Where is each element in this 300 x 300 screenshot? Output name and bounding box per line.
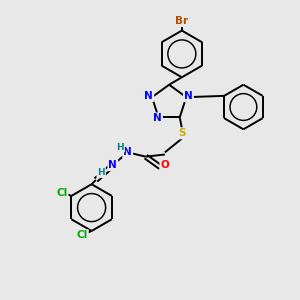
Text: N: N bbox=[123, 147, 132, 158]
Text: N: N bbox=[109, 160, 117, 170]
Text: H: H bbox=[98, 168, 105, 177]
Text: N: N bbox=[144, 91, 153, 101]
Text: H: H bbox=[116, 142, 124, 152]
Text: S: S bbox=[178, 128, 186, 138]
Text: N: N bbox=[153, 113, 162, 123]
Text: N: N bbox=[184, 91, 193, 101]
Text: Br: Br bbox=[175, 16, 188, 26]
Text: Cl: Cl bbox=[76, 230, 88, 240]
Text: Cl: Cl bbox=[56, 188, 68, 198]
Text: O: O bbox=[160, 160, 169, 170]
